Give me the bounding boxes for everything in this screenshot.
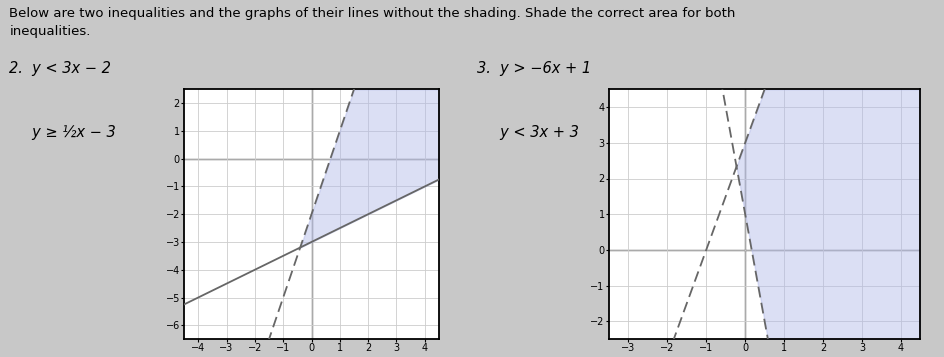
Text: Below are two inequalities and the graphs of their lines without the shading. Sh: Below are two inequalities and the graph…: [9, 7, 735, 38]
Text: 3.  y > −6x + 1: 3. y > −6x + 1: [477, 61, 591, 76]
Text: y ≥ ½x − 3: y ≥ ½x − 3: [9, 125, 116, 140]
Text: y < 3x + 3: y < 3x + 3: [477, 125, 579, 140]
Text: 2.  y < 3x − 2: 2. y < 3x − 2: [9, 61, 111, 76]
